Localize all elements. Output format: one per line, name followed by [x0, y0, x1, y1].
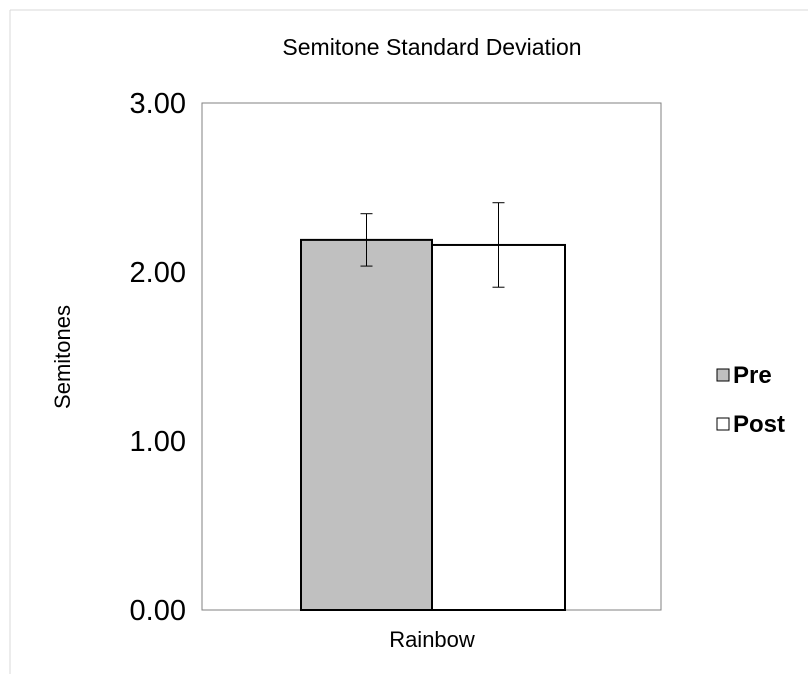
error-bar-pre-rainbow [360, 213, 373, 267]
legend: Pre Post [716, 362, 785, 438]
y-tick-label-1: 1.00 [130, 426, 186, 458]
bar-pre-rainbow [300, 238, 433, 611]
chart-title: Semitone Standard Deviation [282, 34, 581, 60]
legend-label-pre: Pre [733, 362, 772, 389]
y-axis-label: Semitones [50, 305, 75, 409]
legend-swatch-post [716, 417, 730, 431]
y-tick-labels: 0.00 1.00 2.00 3.00 [130, 88, 186, 627]
error-bar-post-rainbow [492, 202, 505, 288]
legend-label-post: Post [733, 411, 785, 438]
y-tick-label-0: 0.00 [130, 595, 186, 627]
x-category-label-rainbow: Rainbow [389, 627, 475, 652]
y-tick-label-3: 3.00 [130, 88, 186, 120]
y-tick-label-2: 2.00 [130, 257, 186, 289]
bar-post-rainbow [431, 243, 566, 612]
legend-swatch-pre [716, 368, 730, 382]
